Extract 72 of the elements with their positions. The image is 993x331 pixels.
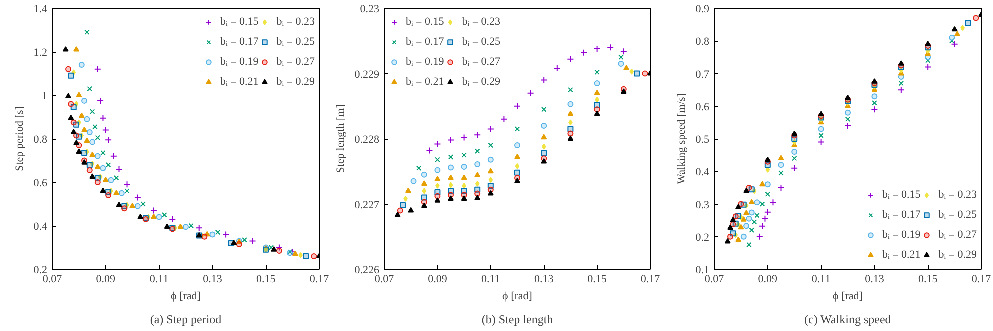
x-tick-label: 0.09	[758, 274, 778, 286]
x-tick-label: 0.15	[918, 274, 938, 286]
y-tick-label: 0.228	[354, 134, 380, 146]
y-axis-title: Step period [s]	[14, 106, 26, 172]
text: (c) Walking speed	[804, 312, 892, 326]
y-tick-label: 0.227	[354, 199, 380, 212]
x-axis-title: ϕ [rad]	[171, 290, 201, 302]
legend-label: bᵢ = 0.25	[276, 35, 315, 49]
legend-label: bᵢ = 0.25	[938, 208, 977, 222]
y-axis-title: Walking speed [m/s]	[676, 94, 688, 184]
y-tick-label: 0.6	[34, 178, 48, 190]
legend-label: bᵢ = 0.27	[462, 55, 501, 69]
y-tick-label: 0.3	[696, 199, 710, 212]
legend-label: bᵢ = 0.21	[406, 75, 444, 89]
x-tick-label: 0.11	[481, 274, 500, 286]
legend-label: bᵢ = 0.29	[276, 75, 315, 89]
legend-label: bᵢ = 0.29	[462, 75, 501, 89]
x-tick-label: 0.13	[203, 274, 223, 286]
y-tick-label: 0.23	[360, 4, 380, 16]
legend-label: bᵢ = 0.27	[938, 228, 977, 242]
y-tick-label: 0.5	[696, 134, 710, 146]
x-tick-label: 0.15	[256, 274, 276, 286]
y-tick-label: 0.8	[34, 134, 48, 146]
legend-label: bᵢ = 0.17	[220, 35, 259, 49]
legend-label: bᵢ = 0.19	[882, 228, 921, 242]
x-tick-label: 0.15	[588, 274, 608, 286]
legend-label: bᵢ = 0.15	[406, 15, 444, 29]
y-tick-label: 0.6	[696, 101, 710, 114]
x-tick-label: 0.09	[96, 274, 116, 286]
x-tick-label: 0.11	[812, 274, 831, 286]
y-tick-label: 0.1	[696, 264, 710, 276]
y-tick-label: 0.8	[696, 36, 710, 48]
x-tick-label: 0.07	[704, 274, 725, 286]
legend-label: bᵢ = 0.19	[406, 55, 444, 69]
x-tick-label: 0.07	[374, 274, 395, 286]
x-tick-label: 0.11	[150, 274, 169, 286]
x-tick-label: 0.07	[42, 274, 63, 286]
y-tick-label: 0.4	[34, 221, 48, 233]
text: (b) Step length	[482, 312, 554, 326]
legend-label: bᵢ = 0.15	[882, 188, 921, 202]
legend-label: bᵢ = 0.27	[276, 55, 315, 69]
legend-label: bᵢ = 0.23	[938, 188, 977, 202]
y-axis-title: Step length [m]	[334, 104, 347, 174]
legend-label: bᵢ = 0.17	[882, 208, 921, 222]
y-tick-label: 0.226	[354, 264, 380, 276]
y-tick-label: 1.4	[34, 4, 48, 16]
legend-label: bᵢ = 0.15	[220, 15, 259, 29]
x-tick-label: 0.13	[865, 274, 885, 286]
x-tick-label: 0.09	[428, 274, 448, 286]
y-tick-label: 0.4	[696, 166, 710, 179]
legend-label: bᵢ = 0.19	[220, 55, 259, 69]
x-tick-label: 0.17	[972, 274, 992, 286]
legend-label: bᵢ = 0.23	[276, 15, 315, 29]
legend-label: bᵢ = 0.21	[220, 75, 259, 89]
legend-label: bᵢ = 0.23	[462, 15, 501, 29]
text: (a) Step period	[150, 312, 222, 326]
legend-label: bᵢ = 0.25	[462, 35, 501, 49]
x-tick-label: 0.17	[640, 274, 661, 286]
y-tick-label: 0.2	[696, 232, 710, 244]
y-tick-label: 0.229	[354, 68, 380, 81]
y-tick-label: 0.7	[696, 68, 710, 81]
legend-label: bᵢ = 0.21	[882, 248, 921, 262]
y-tick-label: 1.2	[34, 47, 48, 59]
x-tick-label: 0.13	[534, 274, 554, 286]
y-tick-label: 0.9	[696, 4, 710, 16]
x-tick-label: 0.17	[310, 274, 330, 286]
legend-label: bᵢ = 0.29	[938, 248, 977, 262]
legend-label: bᵢ = 0.17	[406, 35, 444, 49]
x-axis-title: ϕ [rad]	[502, 290, 532, 302]
y-tick-label: 1	[42, 90, 48, 102]
y-tick-label: 0.2	[34, 264, 48, 276]
x-axis-title: ϕ [rad]	[833, 290, 863, 302]
